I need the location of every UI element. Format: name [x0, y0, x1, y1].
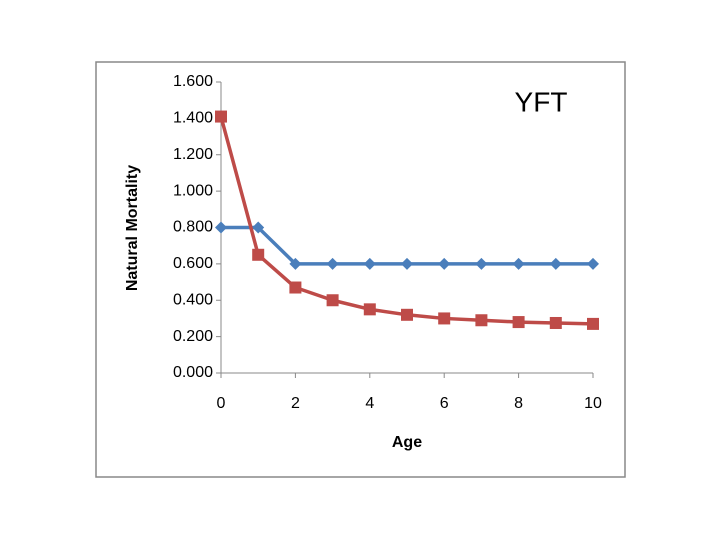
y-tick-label: 0.800 [173, 219, 213, 236]
marker [252, 221, 265, 234]
marker [215, 110, 227, 123]
marker [587, 317, 599, 330]
y-tick-label: 0.400 [173, 291, 213, 308]
marker [326, 294, 339, 307]
marker [363, 257, 376, 270]
x-tick-label: 4 [365, 395, 374, 412]
marker [326, 257, 339, 270]
x-tick-label: 0 [217, 395, 226, 412]
marker [549, 316, 562, 329]
marker [475, 314, 488, 327]
x-tick-label: 10 [584, 395, 602, 412]
x-axis-title: Age [392, 434, 422, 451]
y-tick-label: 1.200 [173, 146, 213, 163]
annotation: YFT [515, 86, 568, 117]
marker [252, 248, 265, 261]
y-axis-title: Natural Mortality [124, 165, 141, 291]
x-tick-label: 6 [440, 395, 449, 412]
y-tick-label: 0.600 [173, 255, 213, 272]
marker [401, 308, 413, 321]
marker [289, 281, 302, 294]
y-tick-label: 1.000 [173, 182, 213, 199]
marker [438, 312, 451, 325]
marker [587, 257, 599, 270]
chart-frame [95, 61, 626, 478]
y-tick-label: 1.600 [173, 73, 213, 90]
marker [549, 257, 562, 270]
marker [475, 257, 488, 270]
marker [289, 257, 302, 270]
y-tick-label: 0.200 [173, 328, 213, 345]
marker [512, 316, 525, 329]
marker [401, 257, 413, 270]
x-tick-label: 8 [514, 395, 523, 412]
marker [363, 303, 376, 316]
marker [438, 257, 451, 270]
marker [512, 257, 525, 270]
y-tick-label: 1.400 [173, 110, 213, 127]
x-tick-label: 2 [291, 395, 300, 412]
marker [215, 221, 227, 234]
y-tick-label: 0.000 [173, 364, 213, 381]
